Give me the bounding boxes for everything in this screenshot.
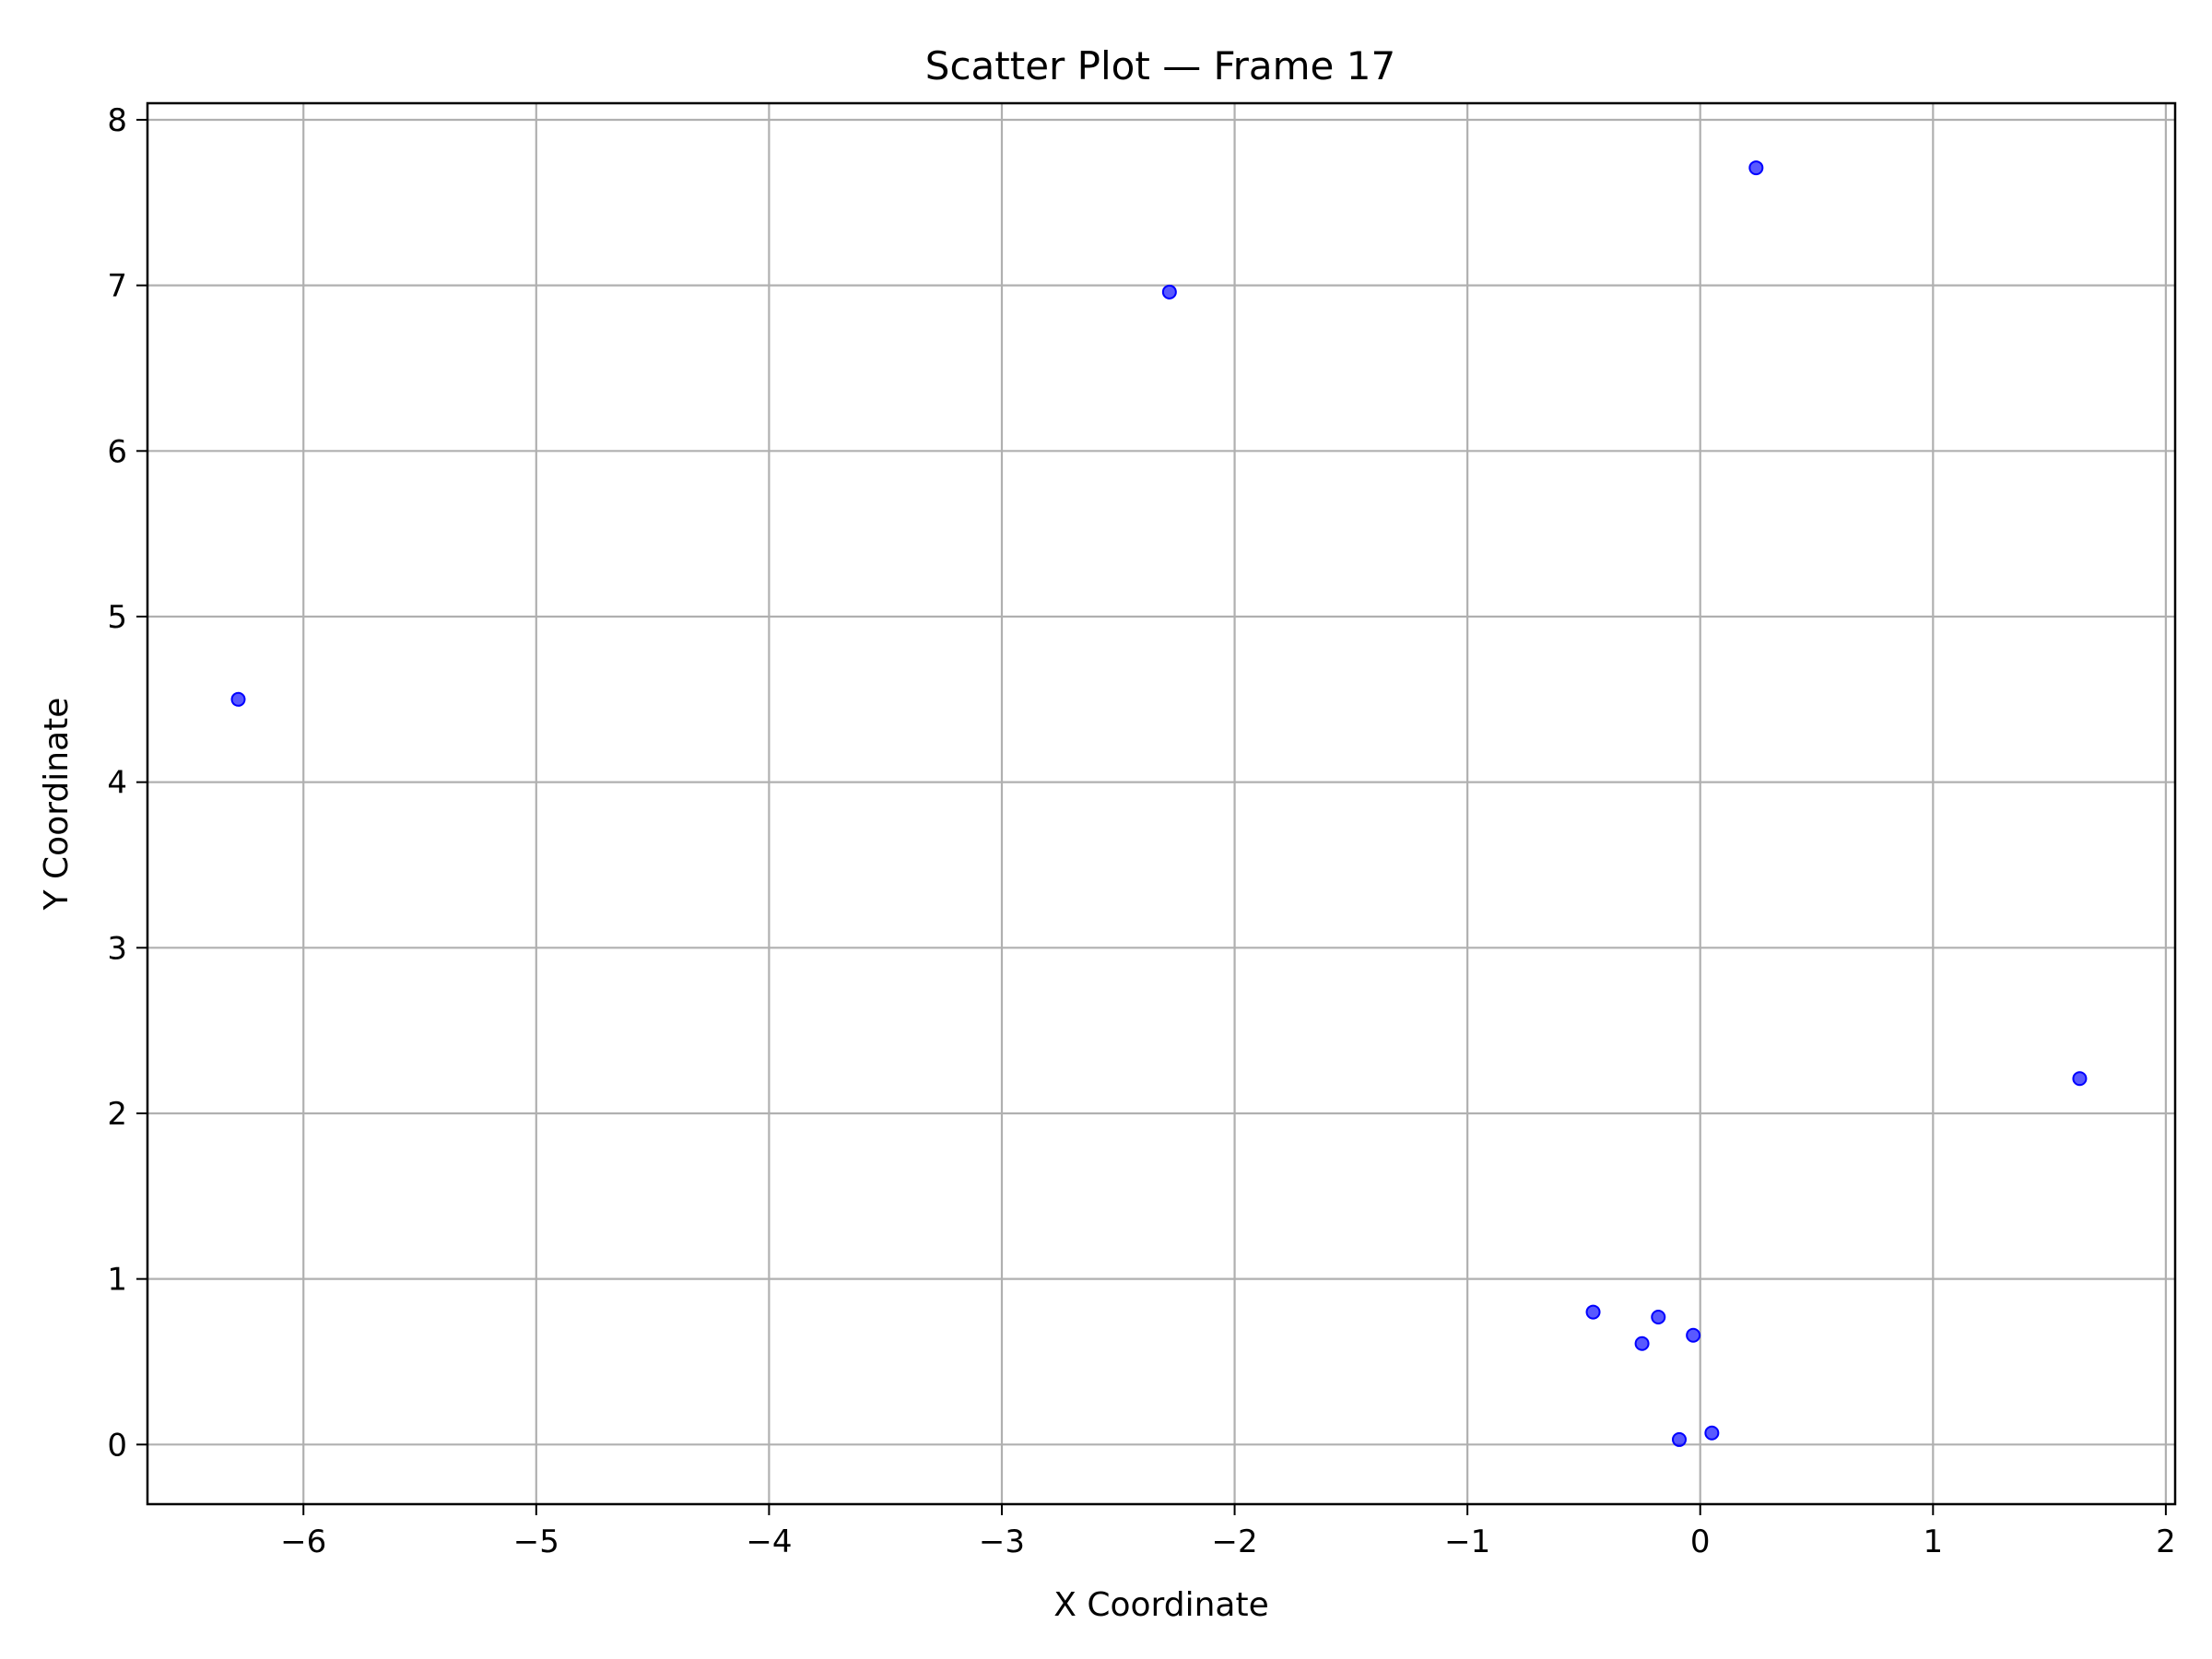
data-points (230, 160, 2088, 1447)
data-point (1651, 1309, 1666, 1324)
data-point (1161, 284, 1177, 300)
x-tick-label: −1 (1444, 1524, 1490, 1560)
data-point (1704, 1425, 1720, 1441)
y-tick-label: 5 (107, 599, 127, 636)
y-tick-label: 4 (107, 765, 127, 802)
data-point (1585, 1304, 1601, 1320)
x-tick-label: −5 (513, 1524, 559, 1560)
y-tick-label: 8 (107, 102, 127, 139)
x-tick-label: 2 (2156, 1524, 2176, 1560)
data-point (1686, 1327, 1701, 1343)
x-tick-label: 1 (1923, 1524, 1943, 1560)
x-tick-label: −4 (746, 1524, 792, 1560)
data-point (1634, 1335, 1650, 1351)
grid (147, 103, 2175, 1504)
x-tick-label: −6 (280, 1524, 326, 1560)
data-point (2072, 1071, 2088, 1087)
data-point (1671, 1431, 1687, 1447)
x-tick-label: −3 (979, 1524, 1025, 1560)
y-axis-ticks: 0 1 2 3 4 5 6 7 8 (107, 102, 147, 1464)
x-tick-label: −2 (1212, 1524, 1258, 1560)
y-tick-label: 1 (107, 1262, 127, 1299)
chart-title: Scatter Plot — Frame 17 (925, 43, 1395, 88)
y-tick-label: 6 (107, 433, 127, 470)
y-tick-label: 3 (107, 930, 127, 967)
y-tick-label: 7 (107, 268, 127, 305)
y-axis-label: Y Coordinate (38, 698, 76, 912)
data-point (1748, 160, 1764, 176)
data-point (230, 691, 246, 707)
x-axis-label: X Coordinate (1053, 1586, 1268, 1624)
x-tick-label: 0 (1690, 1524, 1711, 1560)
plot-area-frame (146, 101, 2177, 1506)
y-tick-label: 2 (107, 1096, 127, 1133)
y-tick-label: 0 (107, 1427, 127, 1464)
x-axis-ticks: −6 −5 −4 −3 −2 −1 0 1 2 (280, 1504, 2176, 1560)
